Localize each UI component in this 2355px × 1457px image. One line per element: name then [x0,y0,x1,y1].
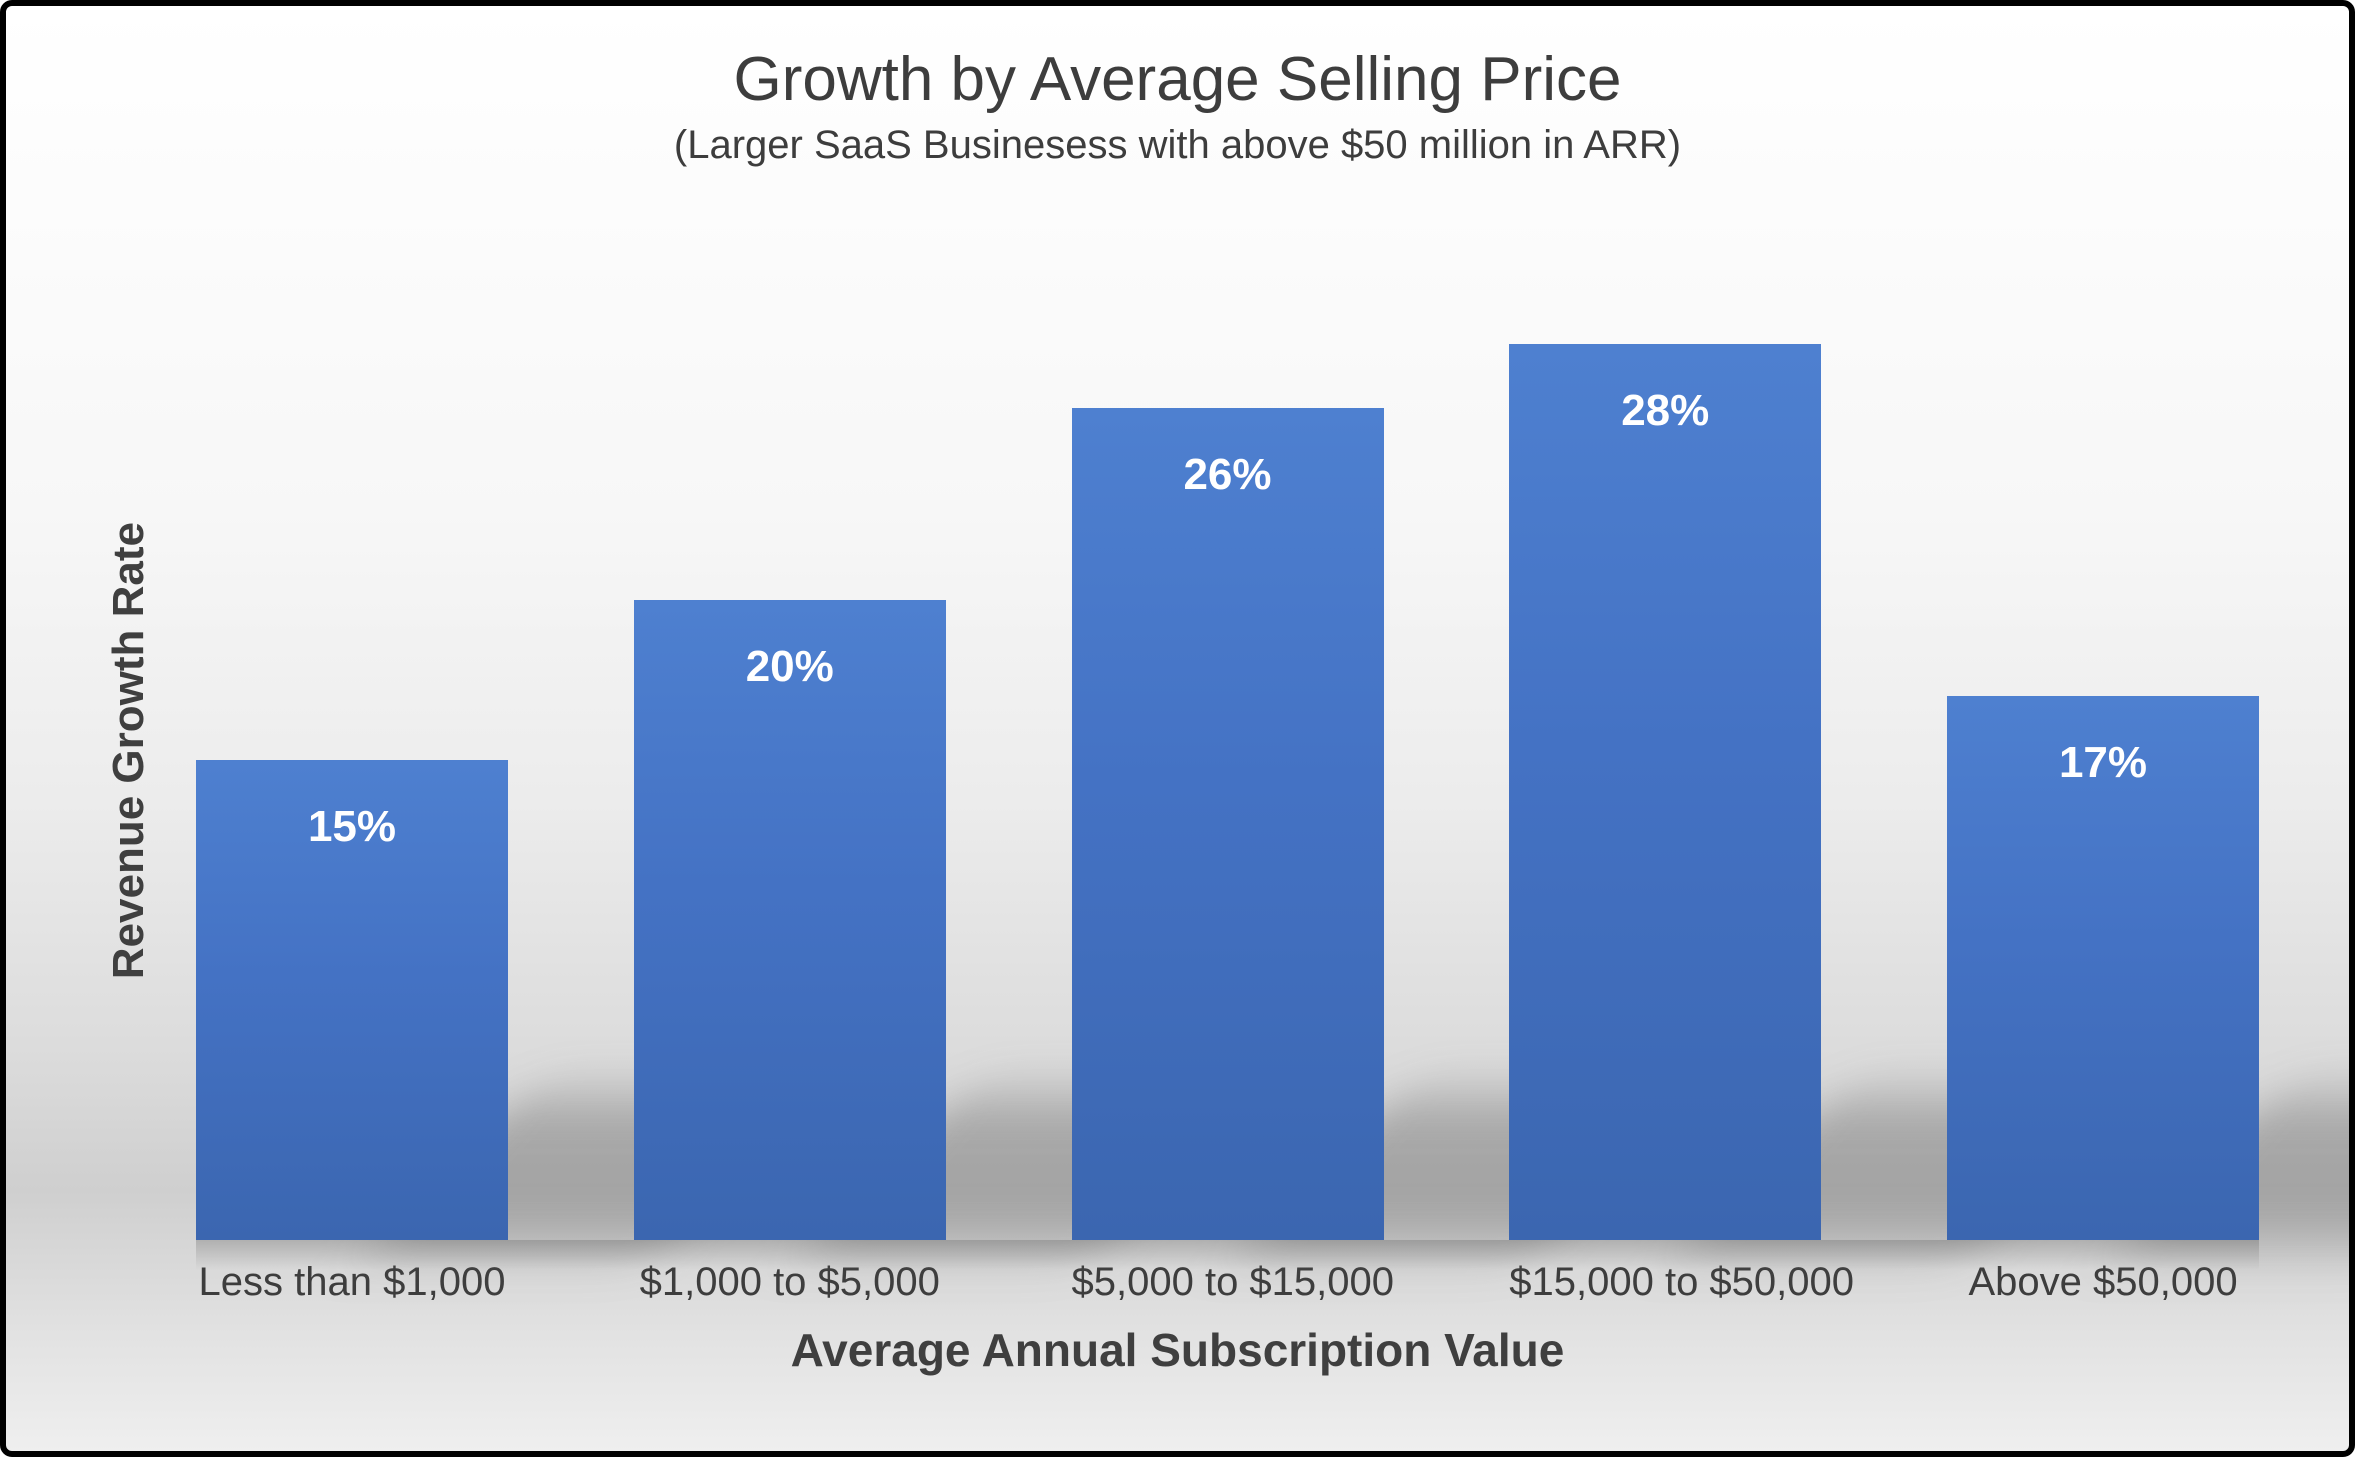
bar: 17% [1947,696,2259,1241]
bar-area: 15% [196,260,809,1247]
category-label: $5,000 to $15,000 [1071,1260,1395,1305]
bar-area: 26% [1071,260,1684,1247]
chart-body: Revenue Growth Rate 15% Less than $1,000… [6,260,2349,1305]
bar-group: 26% $5,000 to $15,000 [1071,260,1684,1305]
bar-group: 17% Above $50,000 [1947,260,2349,1305]
chart-title: Growth by Average Selling Price [733,45,1622,114]
y-axis-label: Revenue Growth Rate [103,521,153,979]
chart-subtitle: (Larger SaaS Businesess with above $50 m… [673,123,1682,168]
bar-group: 20% $1,000 to $5,000 [633,260,1247,1305]
bar: 26% [1071,408,1384,1241]
bar-value-label: 17% [2058,738,2148,788]
bar-group: 28% $15,000 to $50,000 [1509,260,2122,1305]
category-label: Above $50,000 [1968,1260,2238,1305]
plot-area: 15% Less than $1,000 20% $1,000 to $5,00… [196,260,2349,1305]
bar-area: 28% [1509,260,2122,1247]
bar: 28% [1509,344,1822,1241]
x-axis-label: Average Annual Subscription Value [790,1324,1565,1377]
bar: 20% [633,600,946,1241]
bar: 15% [196,760,508,1241]
bar-area: 17% [1947,260,2349,1247]
bar-area: 20% [633,260,1247,1247]
category-label: $15,000 to $50,000 [1509,1260,1855,1305]
bar-value-label: 20% [745,642,834,692]
y-axis: Revenue Growth Rate [61,260,196,1240]
bar-value-label: 28% [1621,386,1710,436]
bar-value-label: 15% [307,802,397,852]
category-label: $1,000 to $5,000 [639,1260,940,1305]
bar-group: 15% Less than $1,000 [196,260,809,1305]
bar-value-label: 26% [1183,450,1272,500]
category-label: Less than $1,000 [198,1260,506,1305]
